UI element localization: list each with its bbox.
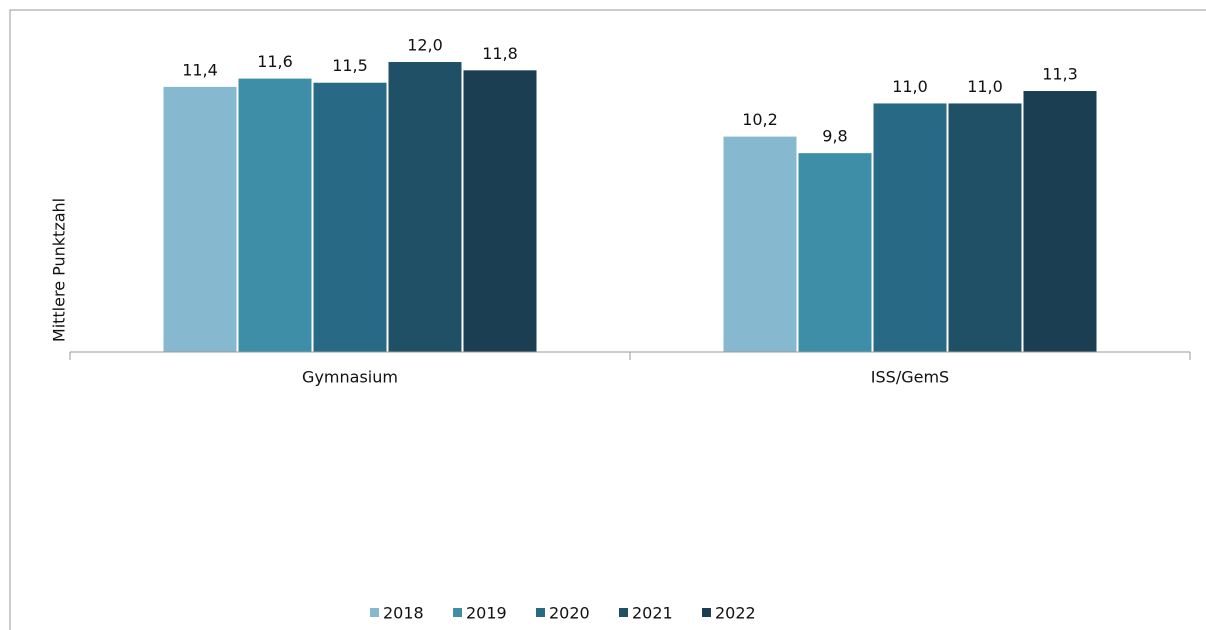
value-label: 11,0	[892, 77, 928, 96]
legend-swatch	[453, 608, 462, 617]
bar	[388, 62, 462, 353]
legend-swatch	[702, 608, 711, 617]
value-label: 11,4	[182, 60, 218, 79]
y-axis-label: Mittlere Punktzahl	[50, 198, 69, 342]
bar	[1023, 91, 1097, 353]
legend-label: 2018	[383, 604, 424, 623]
legend-swatch	[370, 608, 379, 617]
bar	[313, 82, 387, 353]
legend-swatch	[619, 608, 628, 617]
value-label: 12,0	[407, 36, 443, 55]
value-label: 11,5	[332, 56, 368, 75]
value-label: 11,3	[1042, 65, 1078, 84]
bar	[873, 103, 947, 352]
legend-label: 2020	[549, 604, 590, 623]
bar	[798, 153, 872, 352]
legend-label: 2022	[715, 604, 756, 623]
value-label: 11,0	[967, 77, 1003, 96]
value-label: 10,2	[742, 110, 778, 129]
x-tick-label: ISS/GemS	[871, 368, 949, 387]
value-label: 11,6	[257, 52, 293, 71]
chart-frame	[9, 9, 1206, 630]
x-tick-label: Gymnasium	[302, 368, 398, 387]
legend-swatch	[536, 608, 545, 617]
bar	[948, 103, 1022, 352]
legend-label: 2021	[632, 604, 673, 623]
bar	[238, 78, 312, 352]
value-label: 11,8	[482, 44, 518, 63]
bar	[163, 86, 237, 352]
value-label: 9,8	[822, 127, 847, 146]
legend-label: 2019	[466, 604, 507, 623]
bar	[463, 70, 537, 352]
bar	[723, 136, 797, 352]
